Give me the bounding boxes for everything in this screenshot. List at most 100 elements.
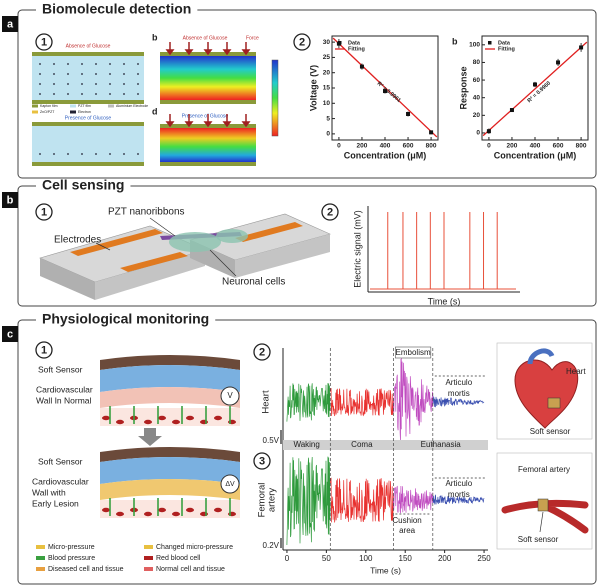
force-arrow: [165, 114, 175, 128]
label: Neuronal cells: [222, 277, 285, 288]
step-number: 2: [259, 346, 265, 358]
red-blood-cell: [172, 419, 180, 425]
label: Femoral artery: [518, 465, 570, 474]
trace-label: Heart: [261, 390, 272, 414]
substrate: [32, 122, 144, 126]
label: Absence of Glucose: [183, 35, 228, 41]
pointer: [149, 217, 176, 237]
red-blood-cell: [116, 511, 124, 517]
x-tick-label: 200: [438, 554, 452, 563]
red-blood-cell: [186, 507, 194, 513]
label: Changed micro-pressure: [156, 544, 233, 551]
electron: [123, 93, 125, 95]
phase-label: Euthanasia: [421, 440, 462, 449]
data-point: [486, 129, 491, 134]
electron: [39, 83, 41, 85]
electron: [53, 63, 55, 65]
label: Normal cell and tissue: [156, 566, 225, 573]
y-tick-label: 0: [476, 130, 480, 137]
r-squared: R² = 0.9960: [526, 80, 552, 105]
electron: [109, 153, 111, 155]
step-number: 2: [327, 206, 333, 218]
force-arrow: [165, 42, 175, 56]
label: Soft Sensor: [38, 456, 83, 466]
red-blood-cell: [102, 507, 110, 513]
label: Kapton film: [40, 104, 58, 108]
device-block: [235, 234, 330, 278]
legend-label: Data: [348, 40, 361, 46]
electron: [123, 63, 125, 65]
force-arrow: [222, 114, 232, 128]
electron: [137, 153, 139, 155]
embolism-box: [395, 346, 432, 359]
label: Blood pressure: [48, 555, 95, 562]
x-axis-title: Time (s): [428, 296, 461, 306]
device-block: [95, 250, 205, 300]
legend-swatch: [32, 110, 38, 114]
label: Presence of Glucose: [65, 115, 112, 121]
data-point: [406, 112, 411, 116]
force-arrow: [184, 114, 194, 128]
label: b: [152, 32, 158, 42]
panel-frame: [17, 9, 597, 179]
label: 0.5V: [263, 436, 280, 445]
label: b: [452, 36, 458, 46]
legend-marker: [488, 41, 492, 45]
cells: [169, 232, 221, 252]
step-badge: [293, 33, 311, 51]
data-point: [359, 64, 364, 69]
panel-frame: [17, 185, 597, 307]
electron: [39, 73, 41, 75]
y-axis-title: Voltage (V): [308, 65, 318, 111]
step-badge: [35, 203, 53, 221]
panel-title: Cell sensing: [42, 177, 124, 193]
down-arrow: [138, 428, 162, 446]
electron: [39, 153, 41, 155]
signal-trace: [329, 388, 394, 417]
electron: [81, 93, 83, 95]
y-tick-label: 5: [326, 115, 330, 122]
label: Electron: [78, 110, 91, 114]
legend-swatch: [36, 567, 45, 571]
label: Wall In Normal: [36, 395, 92, 405]
title-bg: [36, 4, 198, 16]
electron: [53, 73, 55, 75]
label: ZnO/PZT: [40, 110, 55, 114]
y-tick-label: 20: [323, 69, 331, 76]
label: Articulo: [445, 479, 472, 488]
electrode: [235, 222, 303, 242]
signal-trace: [432, 494, 485, 505]
data-point: [509, 108, 514, 113]
electron: [123, 83, 125, 85]
trace-label: Femoral: [257, 483, 268, 518]
label: ΔV: [225, 481, 235, 488]
x-tick-label: 600: [553, 143, 564, 150]
electron: [39, 93, 41, 95]
title-bg: [36, 180, 131, 192]
meter: [220, 474, 240, 494]
force-arrow: [203, 42, 213, 56]
panel-label: c: [7, 328, 13, 340]
electron: [39, 63, 41, 65]
panel-label: a: [7, 18, 14, 30]
label: Soft sensor: [518, 535, 559, 544]
tissue: [100, 479, 240, 500]
aorta: [527, 348, 555, 365]
heart-image: [514, 359, 579, 429]
signal-trace: [432, 396, 485, 408]
label: Diseased cell and tissue: [48, 566, 124, 573]
force-arrow: [241, 114, 251, 128]
y-tick-label: 20: [473, 112, 481, 119]
label: Heart: [566, 367, 586, 376]
data-point: [533, 82, 537, 87]
label: PZT film: [78, 104, 91, 108]
y-tick-label: 10: [323, 100, 331, 107]
substrate: [32, 100, 144, 104]
r-squared: R² = 0.9961: [376, 80, 403, 104]
legend-label: Fitting: [498, 46, 515, 52]
pointer: [95, 242, 111, 251]
legend-swatch: [108, 104, 114, 108]
y-tick-label: 0: [326, 131, 330, 138]
y-axis-title: Electric signal (mV): [352, 210, 362, 288]
